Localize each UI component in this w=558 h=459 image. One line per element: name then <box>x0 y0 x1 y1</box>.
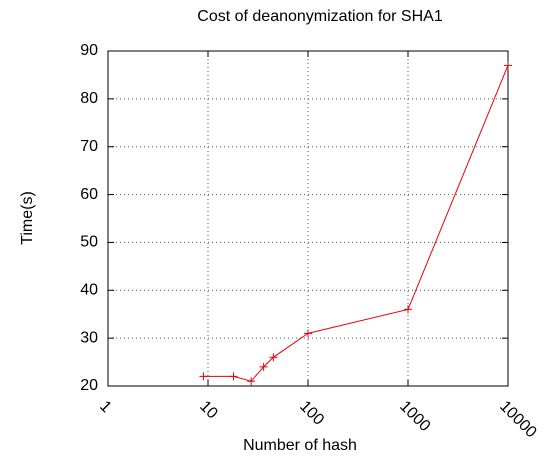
x-tick-label: 1000 <box>396 398 433 435</box>
point <box>199 372 208 381</box>
y-tick-label: 60 <box>80 186 98 203</box>
point <box>259 362 268 371</box>
x-tick-label: 10 <box>196 398 221 423</box>
y-tick-label: 20 <box>80 377 98 394</box>
x-tick-label: 1 <box>96 398 114 416</box>
x-tick-label: 10000 <box>496 398 540 442</box>
y-axis-label: Time(s) <box>19 191 36 245</box>
y-tick-label: 70 <box>80 138 98 155</box>
point <box>247 377 256 386</box>
point <box>269 353 278 362</box>
plot-frame <box>107 50 509 387</box>
line <box>203 65 509 382</box>
y-tick-label: 50 <box>80 234 98 251</box>
point <box>504 61 512 70</box>
chart-title: Cost of deanonymization for SHA1 <box>197 8 443 25</box>
x-axis-label: Number of hash <box>243 437 357 454</box>
y-tick-label: 40 <box>80 282 98 299</box>
x-tick-label: 100 <box>296 398 327 429</box>
y-tick-label: 30 <box>80 329 98 346</box>
y-tick-label: 90 <box>80 42 98 59</box>
point <box>229 372 238 381</box>
y-tick-label: 80 <box>80 90 98 107</box>
point <box>404 305 412 314</box>
point <box>304 329 312 338</box>
